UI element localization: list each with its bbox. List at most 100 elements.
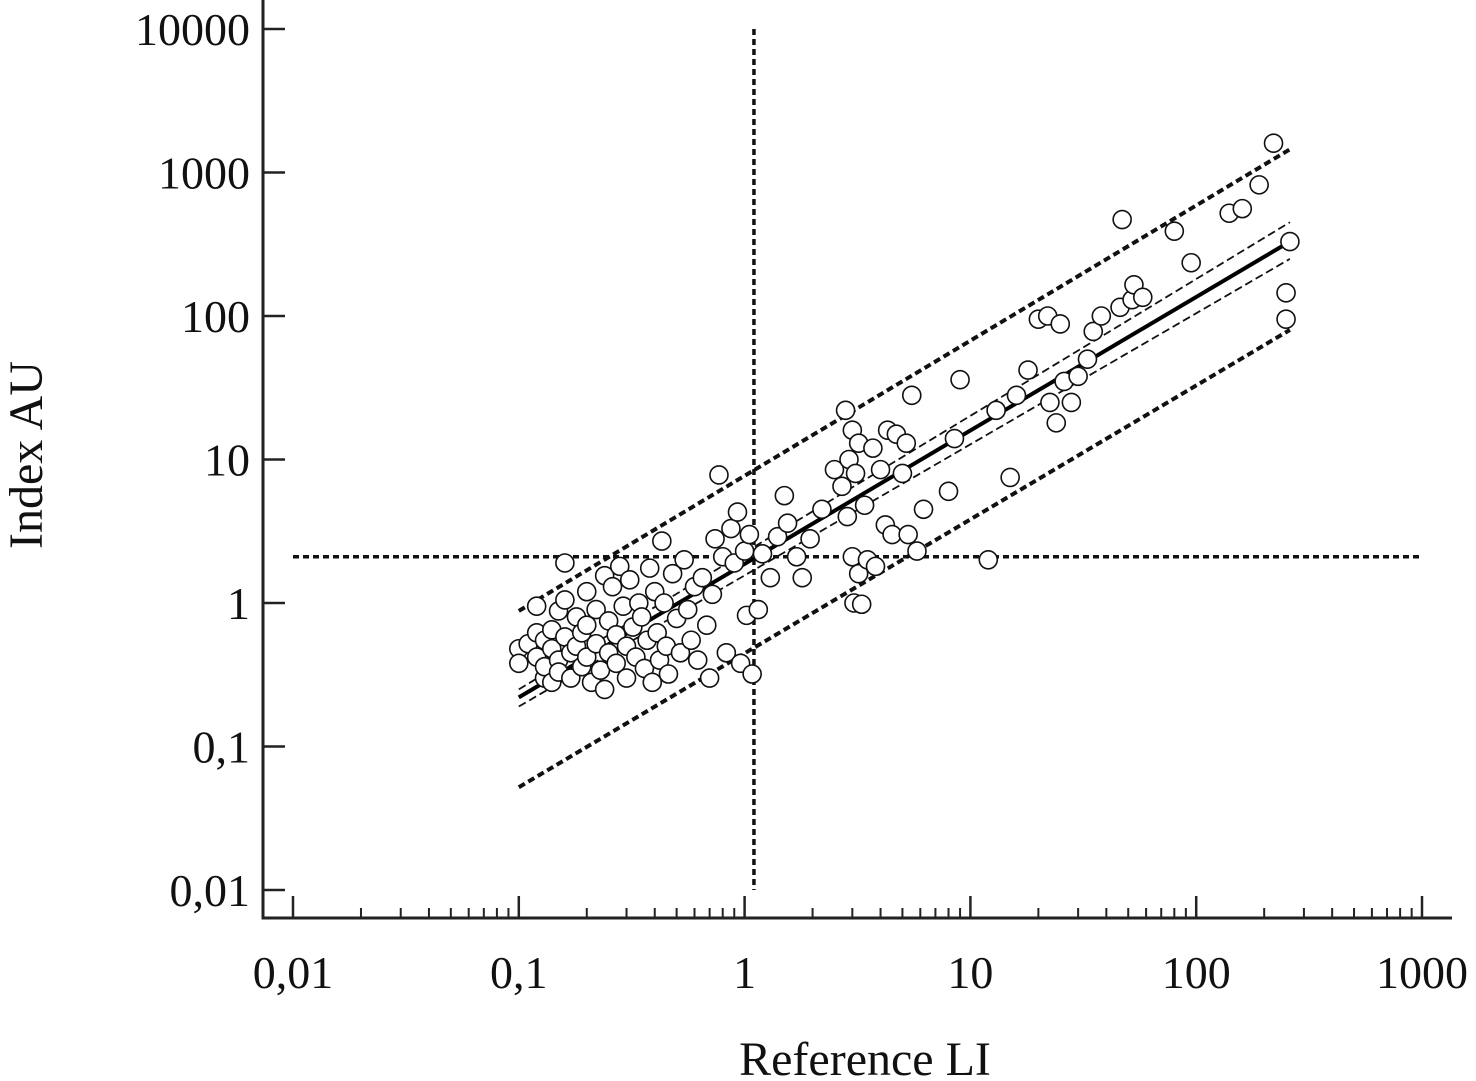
data-point <box>652 531 672 551</box>
data-point <box>800 529 820 549</box>
data-point <box>848 563 869 584</box>
data-point <box>835 400 856 421</box>
data-point <box>586 599 606 620</box>
data-point <box>1263 133 1284 154</box>
data-point <box>555 590 575 610</box>
data-point <box>812 499 832 520</box>
data-point <box>526 596 547 616</box>
data-point <box>1006 385 1027 406</box>
data-point <box>1050 314 1071 334</box>
data-point <box>1077 349 1098 369</box>
data-point <box>978 550 999 570</box>
data-point <box>1061 392 1082 413</box>
data-point <box>739 524 760 545</box>
data-point <box>609 556 630 577</box>
data-point <box>1083 321 1104 342</box>
x-tick-label: 100 <box>1162 947 1231 998</box>
data-point <box>1249 175 1269 195</box>
data-point <box>865 556 886 577</box>
data-point <box>692 567 713 588</box>
data-point <box>670 642 691 663</box>
data-point <box>777 513 798 533</box>
data-point <box>702 584 723 605</box>
x-tick-label: 1000 <box>1376 947 1468 998</box>
y-tick-label: 10000 <box>135 4 250 55</box>
data-point <box>674 550 694 570</box>
data-points <box>508 133 1300 700</box>
data-point <box>576 615 597 636</box>
data-point <box>792 567 813 588</box>
data-point <box>602 576 623 597</box>
data-point <box>748 599 769 620</box>
y-axis-title: Index AU <box>0 361 53 549</box>
data-point <box>944 428 965 449</box>
data-point <box>1046 413 1067 433</box>
tick-labels: 0,01 0,1 1 10 100 1000 0,01 0,1 1 10 100 1000 10000 <box>135 4 1468 998</box>
data-point <box>1112 209 1132 230</box>
data-point <box>705 529 725 549</box>
data-point <box>832 476 852 497</box>
data-point <box>786 546 807 567</box>
data-point <box>594 679 615 700</box>
data-point <box>1040 392 1060 413</box>
data-point <box>938 481 959 502</box>
data-point <box>555 553 575 573</box>
data-point <box>752 544 773 564</box>
data-point <box>576 647 597 667</box>
data-point <box>892 463 913 484</box>
data-point <box>1164 221 1185 241</box>
data-point <box>616 668 637 688</box>
data-point <box>1132 287 1153 308</box>
data-point <box>1181 252 1201 273</box>
data-point <box>1091 306 1112 326</box>
data-point <box>654 593 674 613</box>
data-point <box>687 650 708 670</box>
data-point <box>901 385 922 406</box>
data-point <box>1280 231 1300 252</box>
data-point <box>709 465 729 485</box>
data-point <box>1276 283 1296 303</box>
data-point <box>986 400 1006 421</box>
data-point <box>576 581 597 602</box>
data-point <box>658 664 679 684</box>
data-point <box>863 438 883 458</box>
data-point <box>898 524 918 545</box>
data-point <box>760 567 781 588</box>
data-point <box>870 459 891 480</box>
x-tick-label: 1 <box>733 947 756 998</box>
y-tick-label: 100 <box>181 291 250 342</box>
data-point <box>508 653 529 674</box>
data-point <box>913 499 934 520</box>
data-point <box>662 563 683 584</box>
y-tick-label: 0,1 <box>193 722 251 773</box>
data-point <box>845 463 866 484</box>
data-point <box>950 369 970 390</box>
data-point <box>837 506 858 527</box>
data-point <box>631 607 652 627</box>
data-point <box>721 518 741 539</box>
y-tick-label: 1000 <box>158 148 250 199</box>
x-tick-label: 0,1 <box>490 947 548 998</box>
y-tick-label: 0,01 <box>170 865 251 916</box>
data-point <box>1232 198 1253 219</box>
data-point <box>1276 309 1296 329</box>
data-point <box>639 558 660 578</box>
prediction-lower-line <box>517 328 1291 789</box>
data-point <box>727 502 748 522</box>
y-tick-label: 1 <box>227 578 250 629</box>
data-point <box>606 653 627 674</box>
data-point <box>613 596 634 616</box>
data-point <box>1018 360 1038 380</box>
data-point <box>716 642 737 663</box>
tick-marks <box>263 27 1424 918</box>
data-point <box>642 672 663 693</box>
prediction-upper-line <box>517 147 1291 613</box>
x-tick-label: 0,01 <box>253 947 334 998</box>
data-point <box>681 630 701 651</box>
data-point <box>619 570 640 590</box>
data-point <box>907 541 927 561</box>
y-tick-label: 10 <box>204 435 250 486</box>
data-point <box>647 622 667 643</box>
x-axis-title: Reference LI <box>739 1033 991 1081</box>
